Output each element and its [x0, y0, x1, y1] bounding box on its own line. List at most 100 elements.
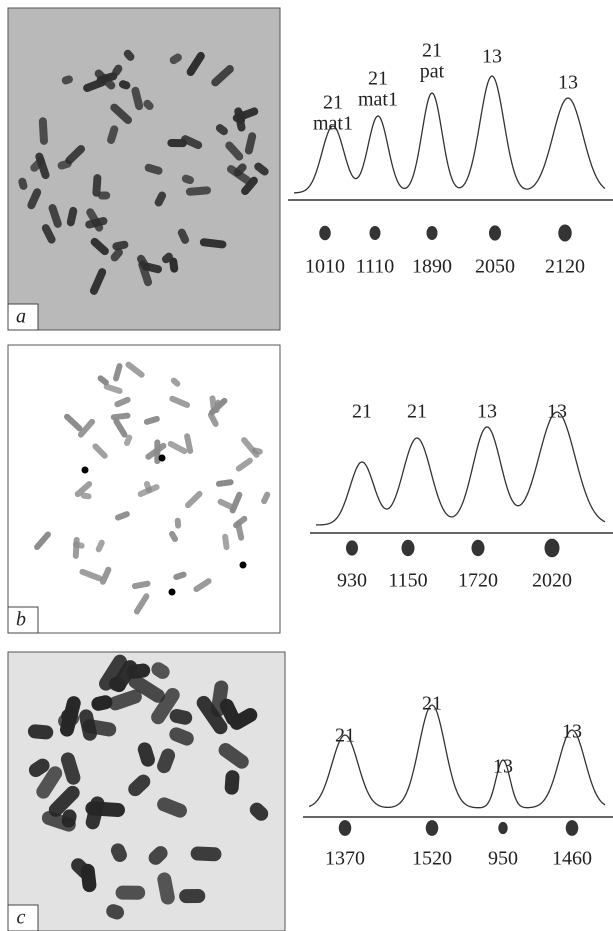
chromosome	[234, 107, 246, 132]
chromosome	[169, 727, 194, 746]
chromosome	[193, 578, 212, 593]
chromosome	[131, 580, 151, 590]
chromosome	[128, 774, 151, 797]
chromosome	[169, 395, 191, 409]
peak-label: mat1	[358, 89, 398, 111]
signal-spot	[544, 538, 560, 558]
chromosome	[41, 224, 56, 244]
chromosome	[137, 484, 160, 498]
chromosome	[154, 191, 167, 207]
chromosome	[235, 520, 245, 541]
signal-dot	[81, 466, 89, 474]
peak-label: 21	[368, 68, 388, 90]
chromosome	[199, 238, 227, 249]
chromosome	[83, 78, 106, 92]
chromosome	[229, 491, 243, 514]
signal-spot	[471, 539, 485, 557]
chromosome	[207, 411, 219, 427]
chromosome	[106, 904, 125, 920]
peak-label: mat1	[313, 113, 353, 135]
chromosome	[30, 157, 45, 172]
signal-intensity: 1150	[388, 570, 427, 592]
chromosome	[80, 492, 92, 500]
signal-intensity: 1460	[552, 848, 592, 870]
peak-label: pat	[420, 61, 445, 83]
chromosome	[224, 770, 240, 795]
chromosome	[71, 858, 93, 880]
chromosome	[157, 748, 176, 774]
chromosome	[185, 490, 203, 509]
signal-dot	[168, 588, 176, 596]
chromosome	[99, 654, 127, 691]
panel-label: b	[16, 609, 26, 631]
micrograph: a	[7, 7, 281, 331]
chromosome	[215, 124, 228, 136]
signal-spot	[338, 820, 352, 836]
intensity-trace	[308, 704, 606, 809]
chromosome	[115, 885, 146, 900]
chromosome	[179, 888, 206, 904]
peak-label: 21	[352, 401, 372, 423]
chromosome	[133, 593, 150, 615]
signal-intensity: 1890	[412, 256, 452, 278]
chromosome	[74, 481, 93, 498]
chromosome	[48, 785, 80, 817]
chromosome	[97, 375, 109, 386]
chromosome	[174, 517, 182, 529]
chromosome	[114, 396, 131, 408]
chromosome	[90, 237, 109, 256]
signal-intensity: 950	[488, 848, 518, 870]
signal-intensity: 1110	[356, 256, 395, 278]
chromosome	[177, 228, 190, 244]
chromosome	[125, 361, 145, 378]
chromosome	[38, 117, 48, 145]
chromosome	[34, 531, 51, 551]
signal-intensity: 930	[337, 570, 367, 592]
chromosome	[138, 260, 153, 287]
peak-label: 21	[422, 40, 442, 62]
chromosome	[215, 479, 234, 487]
chromosome	[27, 188, 42, 210]
panel-label: a	[16, 306, 26, 328]
chromosome	[151, 662, 170, 679]
chromosome	[235, 457, 253, 472]
chromosome	[110, 103, 133, 125]
signal-spot	[426, 226, 438, 240]
peak-label: 13	[558, 72, 578, 94]
intensity-trace	[293, 75, 606, 194]
chromosome	[114, 511, 130, 521]
micrograph-background	[7, 344, 281, 634]
signal-dot	[158, 454, 166, 462]
chromosome	[169, 708, 193, 725]
peak-label: 13	[477, 401, 497, 423]
micrograph: b	[7, 344, 281, 634]
signal-intensity: 2050	[475, 256, 515, 278]
chromosome	[18, 177, 28, 190]
signal-spot	[565, 820, 579, 836]
chromosome	[170, 377, 181, 387]
chromosome	[137, 742, 155, 767]
signal-spot	[498, 821, 508, 835]
chromosome	[128, 674, 165, 703]
chromosome	[131, 86, 144, 111]
chromosome	[190, 846, 222, 862]
chromosome	[65, 145, 86, 165]
peak-label: 13	[493, 756, 513, 778]
chromosome	[219, 698, 240, 726]
chromosome	[27, 724, 54, 740]
chromosome	[113, 418, 128, 438]
chromosome	[113, 363, 123, 382]
chromosome	[112, 240, 129, 251]
chromosome	[82, 719, 117, 737]
chromosome	[72, 536, 80, 559]
peak-label: 21	[323, 92, 343, 114]
chromosome	[173, 571, 187, 580]
intensity-trace	[315, 411, 606, 526]
chromosome	[244, 132, 257, 155]
signal-intensity: 2120	[545, 256, 585, 278]
chromosome	[218, 743, 249, 769]
chromosome	[225, 141, 244, 161]
signal-spot	[369, 226, 381, 240]
chromosome	[169, 257, 179, 273]
